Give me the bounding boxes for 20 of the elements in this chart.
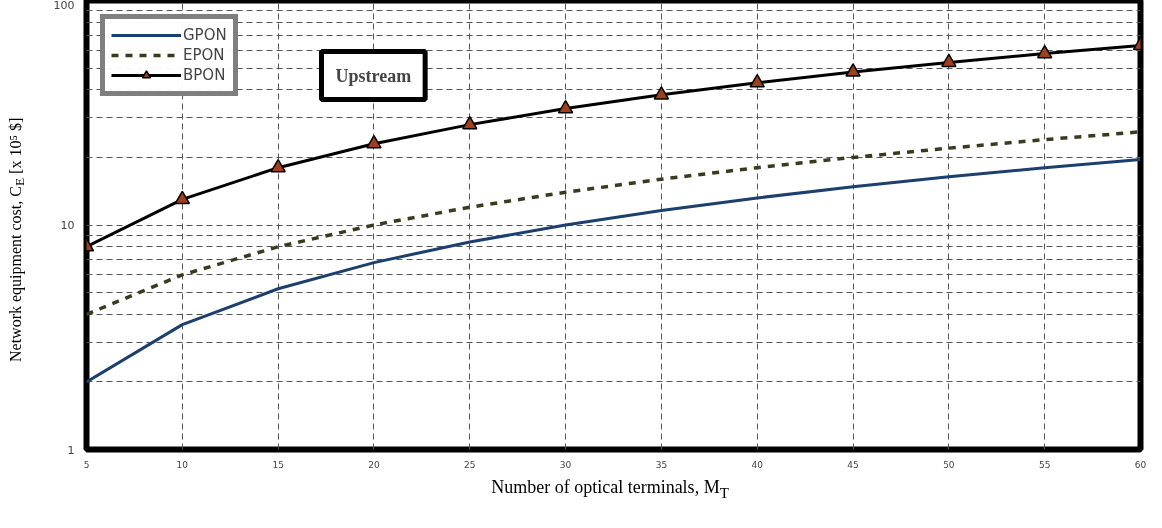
x-tick-label: 25	[464, 459, 476, 470]
legend-label: BPON	[183, 66, 226, 84]
y-tick-label: 100	[53, 0, 75, 12]
x-tick-label: 20	[368, 459, 380, 470]
x-tick-label: 5	[83, 459, 90, 470]
legend-label: EPON	[183, 46, 225, 64]
x-tick-label: 50	[943, 459, 955, 470]
legend-label: GPON	[183, 26, 227, 44]
x-tick-label: 45	[847, 459, 859, 470]
x-tick-label: 15	[272, 459, 284, 470]
annotation: Upstream	[335, 65, 412, 86]
x-axis-title: Number of optical terminals, M$_{T}$	[491, 476, 729, 503]
x-tick-label: 60	[1134, 459, 1147, 470]
x-tick-label: 30	[559, 459, 572, 470]
x-tick-label: 35	[655, 459, 668, 470]
x-tick-label: 40	[751, 459, 764, 470]
x-tick-label: 55	[1038, 459, 1051, 470]
x-tick-label: 10	[176, 459, 189, 470]
y-tick-label: 10	[60, 219, 75, 232]
y-tick-label: 1	[67, 443, 75, 457]
